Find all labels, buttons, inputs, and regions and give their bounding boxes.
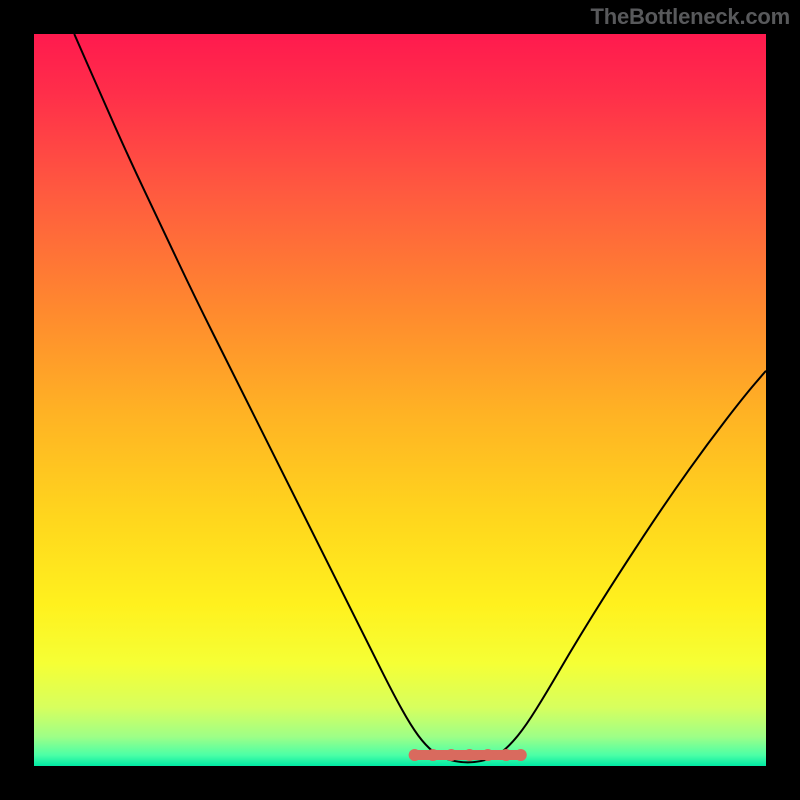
- optimal-range-dot: [409, 749, 421, 761]
- optimal-range-dot: [427, 749, 439, 761]
- optimal-range-dot: [500, 749, 512, 761]
- bottleneck-curve-chart: [0, 0, 800, 800]
- watermark-text: TheBottleneck.com: [590, 4, 790, 30]
- optimal-range-band: [409, 749, 527, 761]
- optimal-range-dot: [464, 749, 476, 761]
- heatmap-background: [34, 34, 766, 766]
- optimal-range-dot: [482, 749, 494, 761]
- optimal-range-dot: [515, 749, 527, 761]
- optimal-range-dot: [445, 749, 457, 761]
- chart-frame: TheBottleneck.com: [0, 0, 800, 800]
